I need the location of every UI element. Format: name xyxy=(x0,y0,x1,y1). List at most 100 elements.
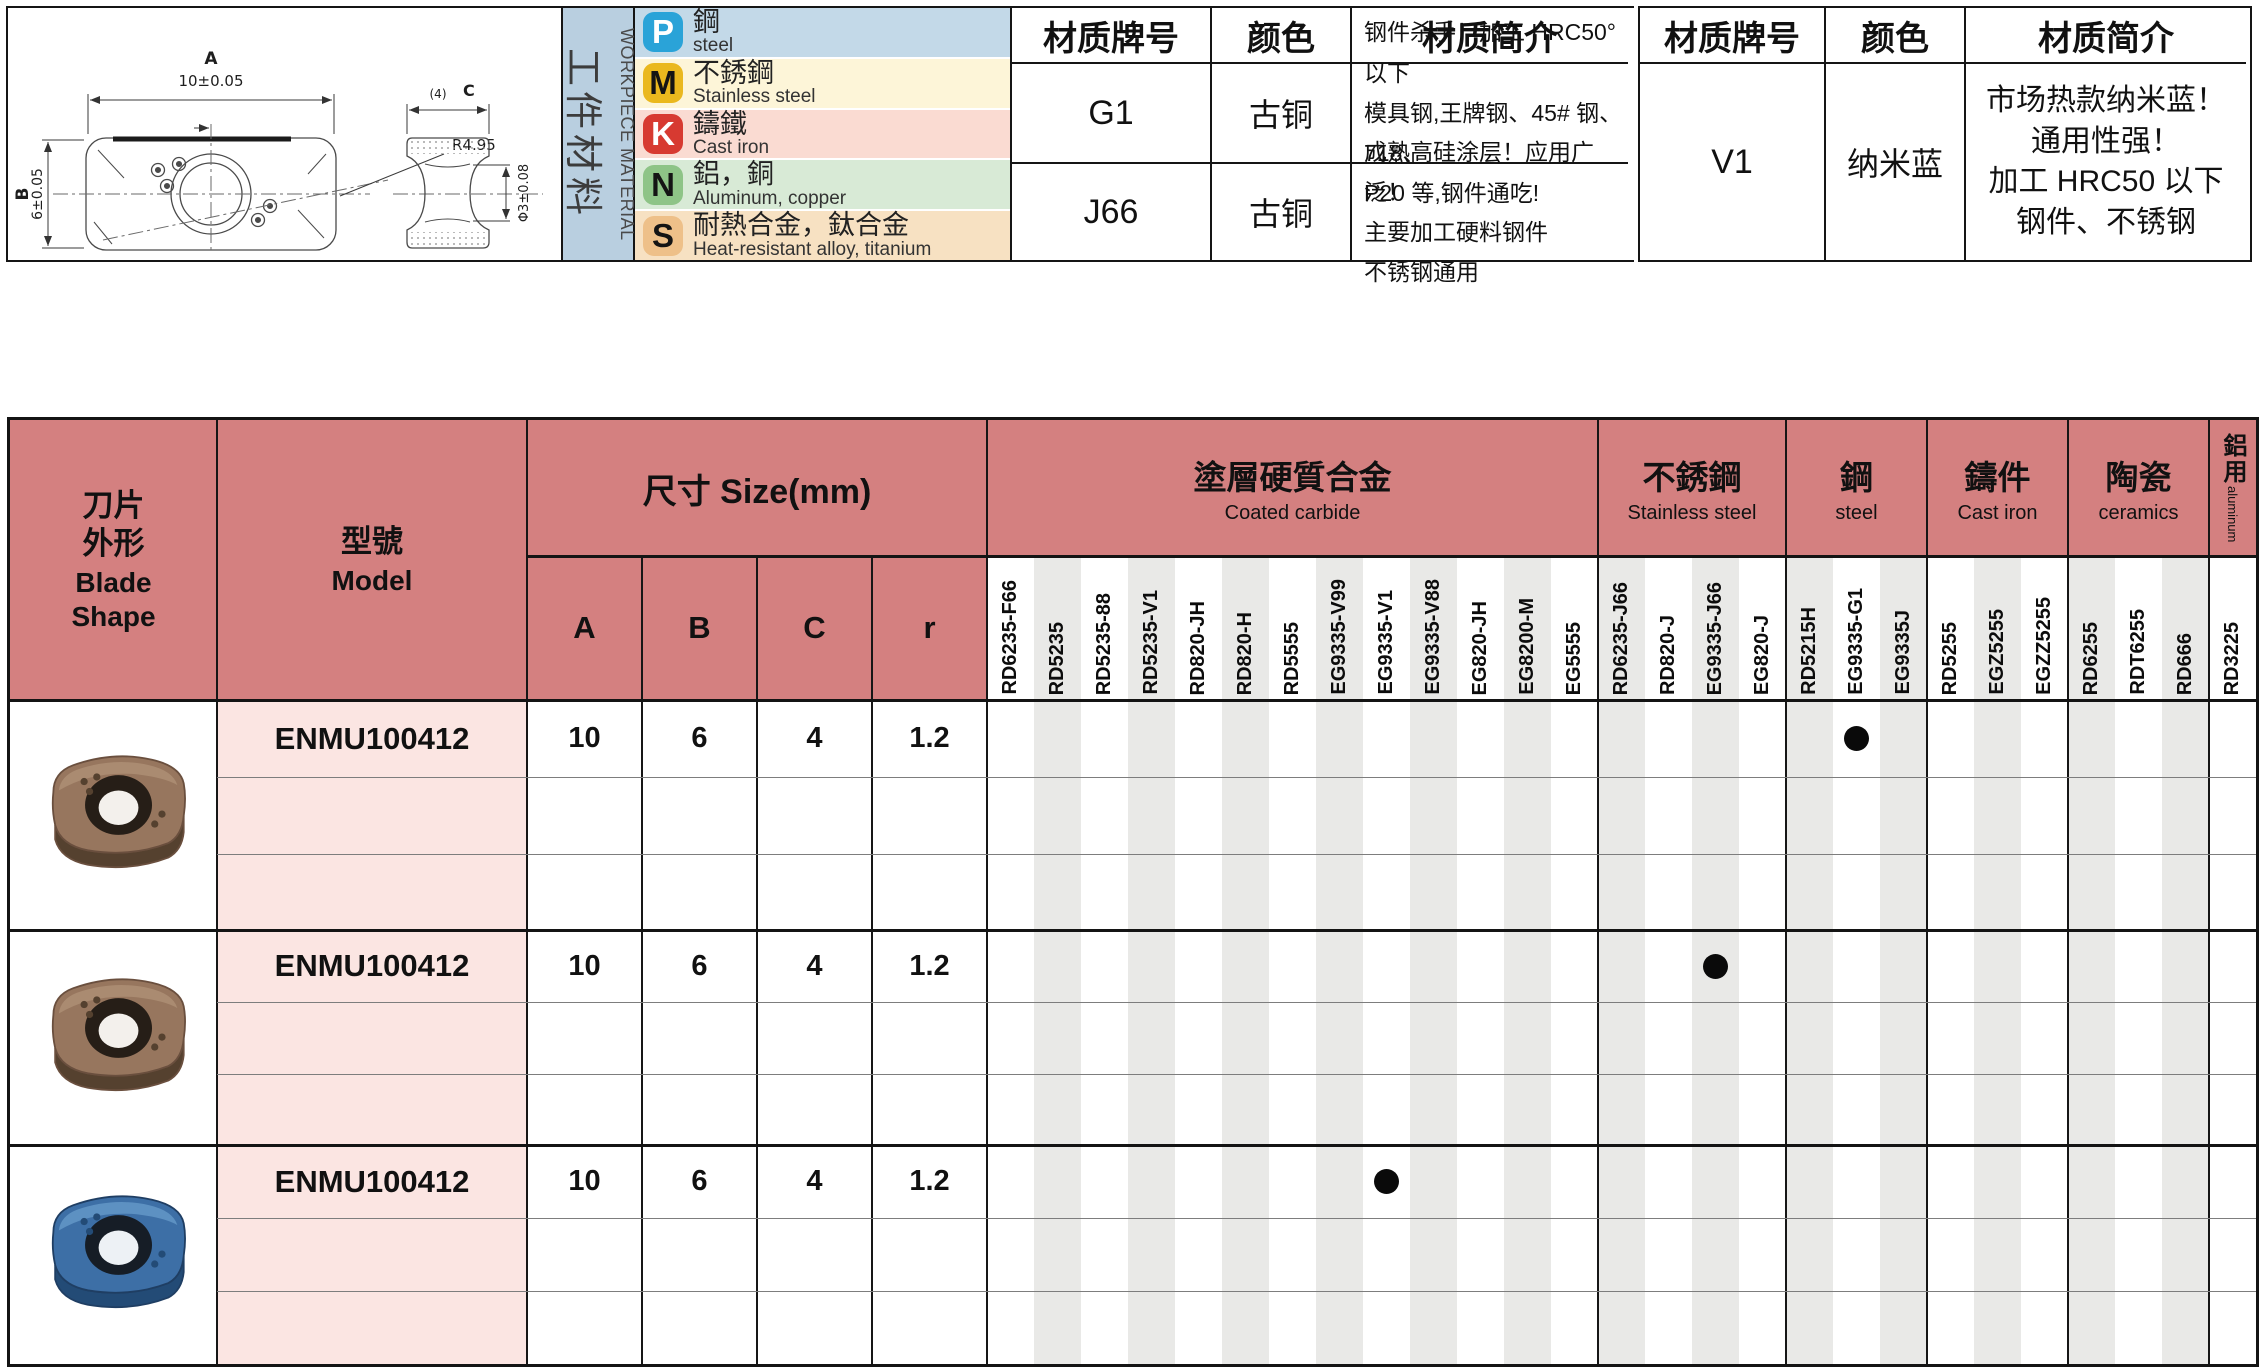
grade-cell-rd6235-j66 xyxy=(1598,1074,1645,1145)
grade-cell-eg820-j xyxy=(1739,700,1786,777)
grade-cell-rd820-h xyxy=(1222,854,1269,930)
legend-cn-label: 鑄鐵 xyxy=(693,108,747,139)
grade-column-label-rd820-jh: RD820-JH xyxy=(1175,556,1222,700)
grade-cell-eg5555 xyxy=(1551,700,1598,777)
grade-cell-rd3225 xyxy=(2209,777,2256,854)
dim-b-cell: 6 xyxy=(642,700,757,777)
group-header-aluminum: 鋁用 aluminum xyxy=(2209,420,2256,556)
grade-cell-rd820-j xyxy=(1645,1291,1692,1364)
grade-cell-rd3225 xyxy=(2209,1218,2256,1291)
grade-cell-rd820-j xyxy=(1645,1002,1692,1074)
grade-cell-rd666 xyxy=(2162,700,2209,777)
grade-cell-eg8200-m xyxy=(1504,1291,1551,1364)
grade-cell-eg9335-g1 xyxy=(1833,1145,1880,1218)
grade-cell-rd820-j xyxy=(1645,1145,1692,1218)
grade-column-label-egzz5255: EGZZ5255 xyxy=(2021,556,2068,700)
grade-column-label-eg820-jh: EG820-JH xyxy=(1457,556,1504,700)
dim-b-cell xyxy=(642,1291,757,1364)
dim-r-cell: 1.2 xyxy=(872,1145,987,1218)
grade-cell-rd5255 xyxy=(1927,777,1974,854)
grade-cell-rd6255 xyxy=(2068,777,2115,854)
grade-cell-egzz5255 xyxy=(2021,777,2068,854)
model-cell-empty xyxy=(217,1218,527,1291)
grade-cell-eg820-j xyxy=(1739,1002,1786,1074)
top-panel-right: 材质牌号 颜色 材质简介 V1 纳米蓝 市场热款纳米蓝！ 通用性强！ 加工 HR… xyxy=(1638,6,2252,262)
grade-cell-eg9335-v1 xyxy=(1363,1218,1410,1291)
group-title-cn: 鋼 xyxy=(1840,459,1873,496)
grade-cell-rd5255 xyxy=(1927,1002,1974,1074)
grade-cell-eg9335j xyxy=(1880,777,1927,854)
legend-en-label: Cast iron xyxy=(693,137,770,159)
grade-cell-eg820-j xyxy=(1739,854,1786,930)
grade-cell-eg9335j xyxy=(1880,1074,1927,1145)
grade-cell-rd5555 xyxy=(1269,777,1316,854)
grade-cell-rd820-j xyxy=(1645,1074,1692,1145)
grade-cell-egzz5255 xyxy=(2021,1145,2068,1218)
grade-cell-eg8200-m xyxy=(1504,1002,1551,1074)
dim-a-cell xyxy=(527,1218,642,1291)
grade-cell-rd5235 xyxy=(1034,1145,1081,1218)
grade-cell-rd5215h xyxy=(1786,700,1833,777)
legend-badge-M: M xyxy=(643,63,683,104)
grade-cell-egz5255 xyxy=(1974,1145,2021,1218)
grade-cell-eg9335-j66 xyxy=(1692,700,1739,777)
grade-cell-eg8200-m xyxy=(1504,777,1551,854)
grade-cell-eg820-j xyxy=(1739,1145,1786,1218)
grade-cell-eg9335-v88 xyxy=(1410,777,1457,854)
model-header-en: Model xyxy=(331,564,413,596)
workpiece-legend: P 鋼 steel M 不銹鋼 Stainless steel K 鑄鐵 Cast iron N 鋁… xyxy=(635,8,1010,260)
grade-column-label-eg9335-v99: EG9335-V99 xyxy=(1316,556,1363,700)
side-view xyxy=(406,137,490,249)
grade-column-label-rd5255: RD5255 xyxy=(1927,556,1974,700)
grade-cell-rdt6255 xyxy=(2115,700,2162,777)
group-title-cn: 鑄件 xyxy=(1964,459,2031,496)
dim-c-cell xyxy=(757,854,872,930)
group-header-ceramics: 陶瓷 ceramics xyxy=(2068,420,2209,556)
grade-cell-eg9335j xyxy=(1880,1002,1927,1074)
dim-a-label: A xyxy=(204,49,218,69)
group-title-en: Coated carbide xyxy=(1224,502,1361,524)
grade-info-table-2: 材质牌号 颜色 材质简介 V1 纳米蓝 市场热款纳米蓝！ 通用性强！ 加工 HR… xyxy=(1640,8,2250,260)
grade-label-text: RD5555 xyxy=(1281,621,1303,695)
dim-r-cell xyxy=(872,1291,987,1364)
grid-line-horizontal xyxy=(217,777,2256,778)
grade-cell-rd6255 xyxy=(2068,1291,2115,1364)
grade-label-text: EG9335-J66 xyxy=(1704,581,1726,695)
grade-cell-rd666 xyxy=(2162,930,2209,1002)
grade-cell-eg9335-v1 xyxy=(1363,1145,1410,1218)
grade-cell-rd3225 xyxy=(2209,930,2256,1002)
dim-c-cell: 4 xyxy=(757,930,872,1002)
grade-cell-eg9335-v1 xyxy=(1363,854,1410,930)
grade-cell-eg9335-g1 xyxy=(1833,777,1880,854)
grade-cell-eg8200-m xyxy=(1504,1218,1551,1291)
grade-cell-rd3225 xyxy=(2209,700,2256,777)
grid-line-vertical xyxy=(1785,420,1787,1364)
model-cell-empty xyxy=(217,1074,527,1145)
grade-j66-color: 古铜 xyxy=(1212,164,1352,260)
grid-line-horizontal xyxy=(10,1144,2256,1147)
legend-cn-label: 鋼 xyxy=(693,6,720,37)
grade-label-text: RD820-J xyxy=(1657,614,1679,695)
grade-cell-eg9335-g1 xyxy=(1833,1074,1880,1145)
group-title-en: ceramics xyxy=(2098,502,2179,524)
grade-cell-rd5235 xyxy=(1034,1291,1081,1364)
dim-b-cell: 6 xyxy=(642,1145,757,1218)
grade-cell-rd5235 xyxy=(1034,854,1081,930)
grade-cell-egz5255 xyxy=(1974,1291,2021,1364)
grade-cell-rd5255 xyxy=(1927,930,1974,1002)
grade-cell-egz5255 xyxy=(1974,854,2021,930)
grade-cell-rd820-h xyxy=(1222,700,1269,777)
grade-cell-rd820-jh xyxy=(1175,1291,1222,1364)
grade-cell-rd5555 xyxy=(1269,1291,1316,1364)
dim-b-cell xyxy=(642,1002,757,1074)
grade-cell-rd5255 xyxy=(1927,854,1974,930)
grade-cell-egz5255 xyxy=(1974,1002,2021,1074)
grade-cell-eg9335-v99 xyxy=(1316,1218,1363,1291)
grade-cell-rd5555 xyxy=(1269,1074,1316,1145)
grade-cell-rd820-jh xyxy=(1175,930,1222,1002)
grade-cell-rd5235-v1 xyxy=(1128,854,1175,930)
grade-label-text: RD5235 xyxy=(1046,621,1068,695)
grade-info-table-1: 材质牌号 颜色 材质简介 G1 古铜 钢件杀手！加工 HRC50°以下 模具钢,… xyxy=(1010,8,1634,285)
grid-line-vertical xyxy=(756,556,758,1364)
grid-line-horizontal xyxy=(10,929,2256,932)
